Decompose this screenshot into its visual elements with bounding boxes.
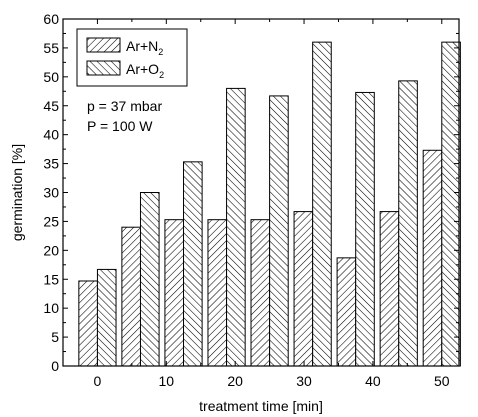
y-tick-label: 50: [43, 69, 59, 85]
legend-swatch-ar-o2: [86, 60, 121, 76]
bars-group: [78, 41, 461, 367]
x-tick-label: 30: [296, 373, 312, 389]
bar-ar-o2: [139, 192, 160, 367]
legend-label-ar-o2-sub: 2: [159, 70, 164, 80]
y-tick-label: 25: [43, 213, 59, 229]
y-tick-label: 10: [43, 300, 59, 316]
bar-ar-n2: [250, 219, 271, 367]
y-tick-label: 45: [43, 98, 59, 114]
legend-label-ar-o2-main: Ar+O: [126, 61, 159, 77]
y-tick-label: 55: [43, 40, 59, 56]
bar-ar-n2: [78, 280, 98, 367]
legend: Ar+N2 Ar+O2: [76, 28, 188, 87]
legend-label-ar-n2-sub: 2: [158, 47, 163, 57]
y-tick-label: 40: [43, 127, 59, 143]
bar-ar-n2: [121, 226, 141, 367]
x-tick-label: 50: [434, 373, 450, 389]
bar-ar-n2: [293, 211, 314, 367]
y-tick-label: 5: [51, 329, 59, 345]
y-tick-label: 20: [43, 242, 59, 258]
x-axis: 0 10 20 30 40 50: [94, 19, 450, 389]
x-tick-label: 0: [94, 373, 102, 389]
bar-ar-o2: [312, 41, 332, 367]
bar-ar-o2: [355, 91, 375, 367]
y-axis-title: germination [%]: [9, 144, 25, 241]
x-tick-label: 10: [159, 373, 175, 389]
legend-swatch-ar-n2: [86, 37, 121, 53]
y-tick-label: 60: [43, 11, 59, 27]
bar-ar-o2: [183, 161, 203, 367]
power-annotation: P = 100 W: [87, 118, 153, 134]
x-axis-title: treatment time [min]: [199, 398, 323, 414]
y-tick-label: 15: [43, 271, 59, 287]
y-tick-label: 30: [43, 185, 59, 201]
bar-ar-o2: [398, 80, 418, 367]
bar-ar-n2: [336, 257, 357, 367]
legend-label-ar-o2: Ar+O2: [126, 61, 164, 80]
x-tick-label: 20: [227, 373, 243, 389]
x-tick-label: 40: [365, 373, 381, 389]
bar-ar-n2: [379, 211, 400, 367]
bar-ar-o2: [269, 95, 289, 367]
pressure-annotation: p = 37 mbar: [87, 98, 162, 114]
legend-label-ar-n2-main: Ar+N: [126, 38, 158, 54]
bar-ar-n2: [164, 219, 185, 367]
bar-ar-o2: [96, 268, 117, 367]
bar-ar-n2: [207, 219, 228, 367]
bar-ar-n2: [422, 149, 443, 367]
bar-ar-o2: [441, 41, 461, 367]
y-tick-label: 35: [43, 156, 59, 172]
legend-label-ar-n2: Ar+N2: [126, 38, 163, 57]
y-axis: 0 5 10 15 20 25 30 35 40 45 50 55 60: [43, 11, 459, 374]
y-tick-label: 0: [51, 358, 59, 374]
bar-ar-o2: [226, 87, 246, 367]
